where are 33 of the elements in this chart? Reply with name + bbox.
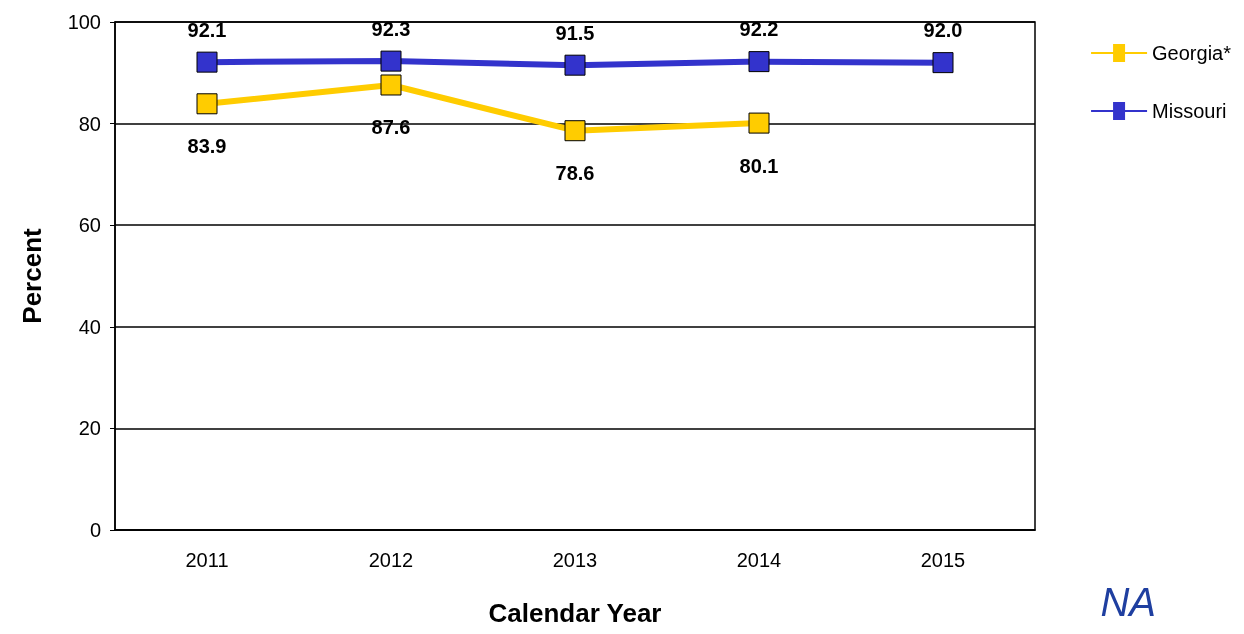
x-tick-label: 2015 [920, 549, 966, 571]
x-tick-label: 2014 [736, 549, 782, 571]
data-label: 91.5 [555, 21, 595, 44]
data-label: 80.1 [739, 154, 779, 177]
point [748, 51, 770, 73]
point [196, 51, 218, 73]
x-tick-label: 2011 [185, 549, 229, 571]
y-tick-label: 20 [78, 417, 101, 440]
y-tick-label: 0 [89, 519, 101, 541]
y-tick-label: 40 [78, 315, 101, 338]
data-label: 92.3 [371, 17, 411, 40]
point [564, 120, 586, 142]
point [564, 54, 586, 76]
data-label: 92.0 [923, 19, 963, 42]
x-tick-label: 2012 [368, 549, 414, 571]
legend-label: Missouri [1152, 100, 1227, 122]
data-label: 78.6 [555, 162, 595, 185]
legend-label: Georgia* [1152, 42, 1232, 64]
y-tick-label: 80 [78, 112, 101, 135]
y-axis-title: Percent [17, 227, 47, 324]
point [748, 112, 770, 134]
point [932, 52, 954, 74]
x-axis-title: Calendar Year [488, 598, 662, 628]
y-tick-label: 60 [78, 214, 101, 237]
point [380, 50, 402, 72]
data-label: 92.1 [187, 18, 227, 41]
text: NA [1100, 580, 1157, 624]
data-label: 92.2 [739, 18, 779, 41]
data-label: 83.9 [187, 135, 227, 158]
point [380, 74, 402, 96]
y-tick-label: 100 [67, 11, 101, 33]
point [196, 93, 218, 115]
x-tick-label: 2013 [552, 549, 598, 571]
